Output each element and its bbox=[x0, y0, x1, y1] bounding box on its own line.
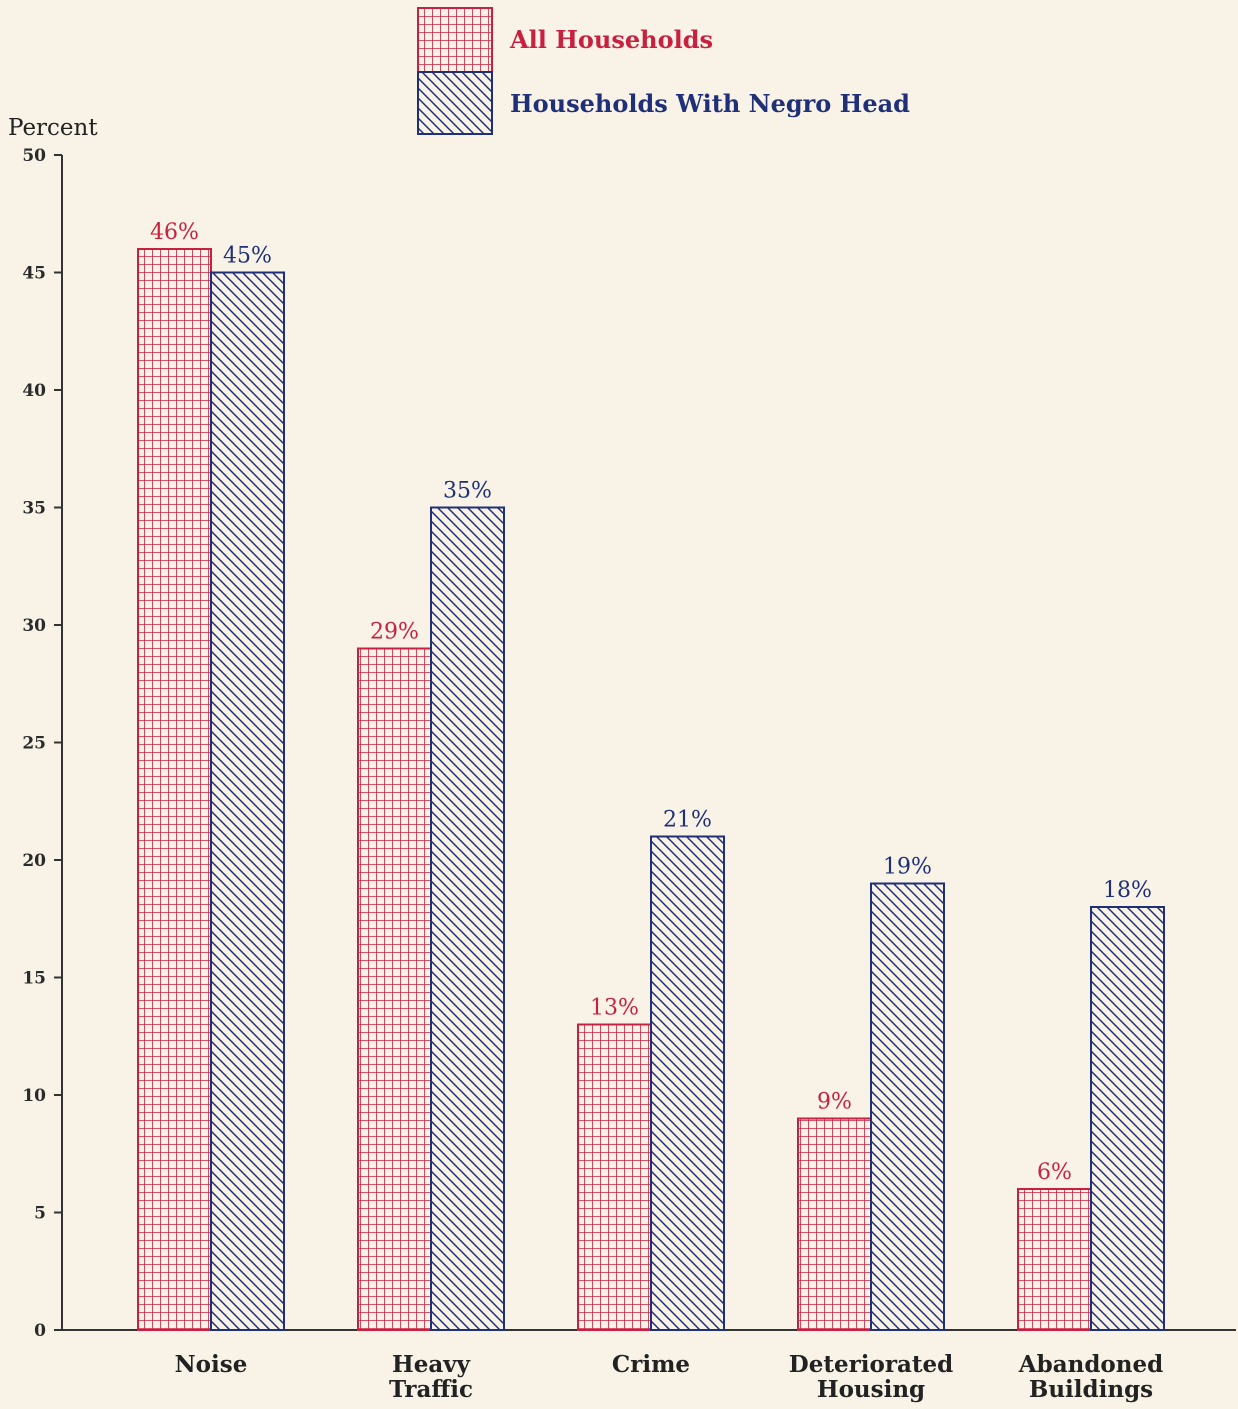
value-label-negro-head-3: 19% bbox=[883, 855, 932, 880]
bar-negro-head-0 bbox=[210, 271, 285, 1331]
y-tick-label-30: 30 bbox=[22, 616, 46, 636]
value-label-negro-head-0: 45% bbox=[223, 244, 272, 269]
legend: All Households Households With Negro Hea… bbox=[417, 7, 910, 135]
category-label-0-0: Noise bbox=[175, 1351, 248, 1378]
legend-label-all-households: All Households bbox=[509, 25, 713, 54]
legend-swatch-all-households bbox=[417, 7, 493, 73]
value-label-all-households-0: 46% bbox=[150, 220, 199, 245]
y-tick-label-50: 50 bbox=[22, 146, 46, 166]
bar-all-households-3 bbox=[797, 1117, 872, 1331]
category-label-2-0: Crime bbox=[612, 1351, 690, 1378]
value-label-all-households-3: 9% bbox=[817, 1090, 852, 1115]
y-tick-label-0: 0 bbox=[34, 1321, 46, 1341]
category-label-1-1: Traffic bbox=[389, 1376, 473, 1403]
legend-swatch-negro-head bbox=[417, 71, 493, 135]
category-label-3-1: Housing bbox=[817, 1376, 925, 1403]
bar-negro-head-3 bbox=[870, 882, 945, 1331]
category-label-4-0: Abandoned bbox=[1018, 1351, 1163, 1378]
y-axis-label: Percent bbox=[8, 115, 98, 141]
category-label-3-0: Deteriorated bbox=[789, 1351, 953, 1378]
bars bbox=[137, 248, 1165, 1331]
bar-all-households-4 bbox=[1017, 1188, 1092, 1331]
value-label-all-households-4: 6% bbox=[1037, 1160, 1072, 1185]
value-label-negro-head-1: 35% bbox=[443, 479, 492, 504]
category-label-4-1: Buildings bbox=[1029, 1376, 1153, 1403]
value-label-negro-head-2: 21% bbox=[663, 808, 712, 833]
bar-negro-head-1 bbox=[430, 506, 505, 1331]
bar-all-households-0 bbox=[137, 248, 212, 1331]
legend-label-negro-head: Households With Negro Head bbox=[510, 89, 910, 118]
category-label-1-0: Heavy bbox=[392, 1351, 471, 1378]
y-tick-label-15: 15 bbox=[22, 969, 46, 989]
value-label-all-households-1: 29% bbox=[370, 620, 419, 645]
y-tick-label-40: 40 bbox=[22, 381, 46, 401]
value-label-all-households-2: 13% bbox=[590, 996, 639, 1021]
y-tick-label-20: 20 bbox=[22, 851, 46, 871]
bar-negro-head-4 bbox=[1090, 906, 1165, 1331]
y-tick-label-35: 35 bbox=[22, 499, 46, 519]
bar-all-households-1 bbox=[357, 647, 432, 1331]
y-tick-label-45: 45 bbox=[22, 264, 46, 284]
y-tick-label-10: 10 bbox=[22, 1086, 46, 1106]
value-label-negro-head-4: 18% bbox=[1103, 878, 1152, 903]
value-labels: 46% 45% 29% 35% 13% 21% 9% 19% 6% 18% bbox=[150, 220, 1152, 1185]
bar-negro-head-2 bbox=[650, 835, 725, 1331]
bar-all-households-2 bbox=[577, 1023, 652, 1331]
y-tick-label-25: 25 bbox=[22, 734, 46, 754]
y-tick-label-5: 5 bbox=[34, 1204, 46, 1224]
